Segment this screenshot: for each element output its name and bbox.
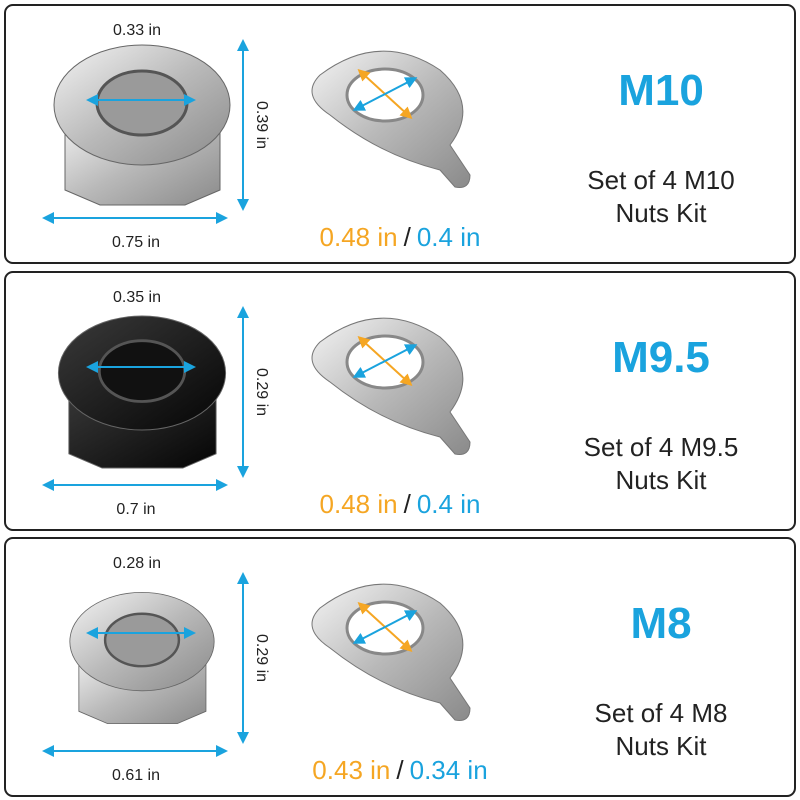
- description-line: Nuts Kit: [615, 198, 707, 228]
- panel: 0.28 in 0.29 in 0.61 in 0.43 in/0.34 in M8 Se…: [4, 537, 796, 797]
- size-title: M8: [630, 599, 691, 648]
- nut-width-dim: 0.7 in: [116, 501, 155, 518]
- nut-width-dim: 0.75 in: [112, 234, 160, 251]
- description-line: Set of 4 M9.5: [584, 432, 739, 462]
- description-line: Nuts Kit: [615, 465, 707, 495]
- washer-arrow: [352, 610, 418, 644]
- nut-height-dim: 0.39 in: [253, 101, 270, 149]
- nut-top-dim: 0.35 in: [113, 289, 161, 306]
- description-line: Set of 4 M10: [587, 165, 734, 195]
- washer-arrow: [352, 344, 418, 378]
- nut-hole: [97, 339, 187, 403]
- nut-image: [53, 44, 231, 206]
- washer-dims: 0.48 in/0.4 in: [320, 489, 481, 519]
- nut-top-dim: 0.28 in: [113, 555, 161, 572]
- nut-image: [69, 591, 215, 725]
- nut-hole: [95, 69, 189, 137]
- washer-inner-dim: 0.34 in: [410, 755, 488, 785]
- washer-inner-dim: 0.4 in: [417, 222, 481, 252]
- washer-arrow: [352, 77, 418, 111]
- size-title: M9.5: [612, 333, 710, 382]
- separator: /: [404, 489, 412, 519]
- nut-height-dim: 0.29 in: [253, 634, 270, 682]
- separator: /: [396, 755, 404, 785]
- nut-top-dim: 0.33 in: [113, 22, 161, 39]
- washer-outer-dim: 0.48 in: [320, 222, 398, 252]
- nut-image: [57, 315, 227, 469]
- size-title: M10: [618, 66, 704, 115]
- panel: 0.35 in 0.29 in 0.7 in 0.48 in/0.4 in M9.5 Se…: [4, 271, 796, 531]
- washer-outer-dim: 0.43 in: [312, 755, 390, 785]
- washer-dims: 0.43 in/0.34 in: [312, 755, 487, 785]
- description-line: Nuts Kit: [615, 731, 707, 761]
- washer-dims: 0.48 in/0.4 in: [320, 222, 481, 252]
- nut-hole: [103, 612, 181, 668]
- panel: 0.33 in 0.39 in 0.75 in 0.48 in/0.4 in M10 Se…: [4, 4, 796, 264]
- washer-outer-dim: 0.48 in: [320, 489, 398, 519]
- separator: /: [404, 222, 412, 252]
- description-line: Set of 4 M8: [595, 698, 728, 728]
- nut-height-dim: 0.29 in: [253, 368, 270, 416]
- washer-inner-dim: 0.4 in: [417, 489, 481, 519]
- nut-width-dim: 0.61 in: [112, 767, 160, 784]
